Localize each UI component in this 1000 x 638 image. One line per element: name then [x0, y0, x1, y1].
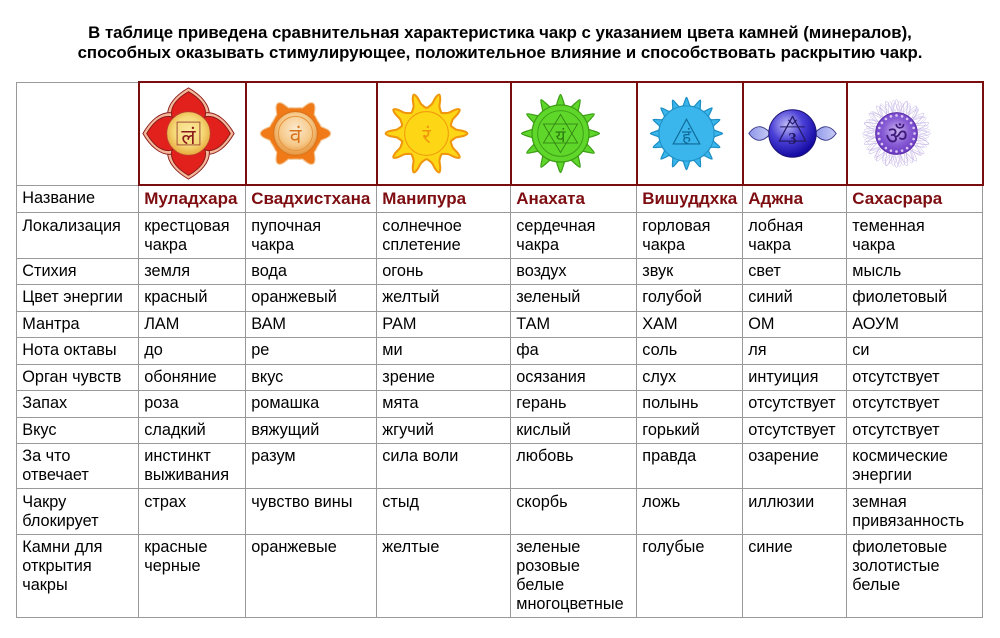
svg-text:हं: हं [682, 127, 692, 146]
svg-text:रं: रं [422, 125, 431, 148]
svg-text:3: 3 [788, 129, 797, 148]
svg-text:ॐ: ॐ [885, 123, 908, 150]
svg-text:लं: लं [181, 126, 196, 149]
svg-text:यं: यं [555, 127, 566, 146]
svg-text:वं: वं [289, 125, 301, 148]
